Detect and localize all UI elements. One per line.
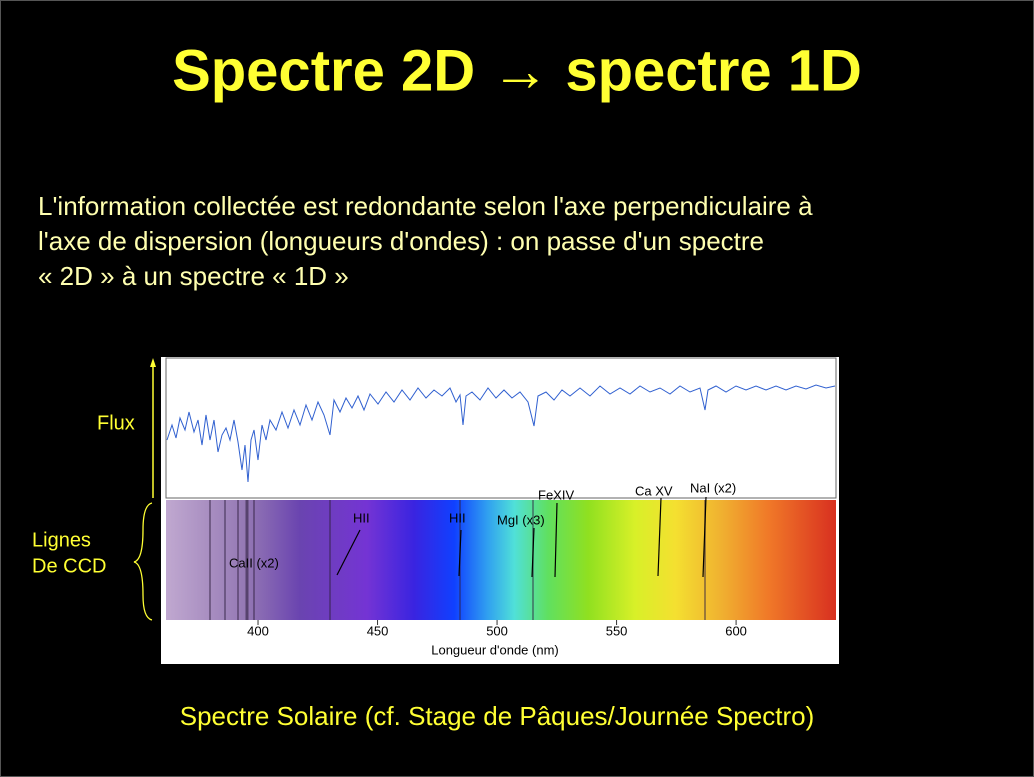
paragraph-line: l'axe de dispersion (longueurs d'ondes) … (38, 226, 764, 256)
x-tick-label: 600 (725, 623, 747, 638)
line-label: FeXIV (538, 487, 574, 502)
line-arrows (336, 496, 707, 578)
paragraph-line: « 2D » à un spectre « 1D » (38, 261, 349, 291)
flux-curve (166, 384, 836, 483)
ccd-label: Lignes (32, 529, 91, 551)
x-axis: 400 450 500 550 600 (247, 620, 747, 638)
x-tick-label: 400 (247, 623, 269, 638)
ccd-label: De CCD (32, 555, 106, 577)
x-axis-label: Longueur d'onde (nm) (431, 642, 559, 657)
line-label: NaI (x2) (690, 480, 736, 495)
paragraph-line: L'information collectée est redondante s… (38, 191, 813, 221)
line-label: Ca XV (635, 483, 673, 498)
line-label: HII (353, 510, 370, 525)
title: Spectre 2D → spectre 1D (172, 38, 862, 103)
x-tick-label: 550 (606, 623, 628, 638)
line-label: HII (449, 510, 466, 525)
flux-arrowhead (150, 358, 156, 367)
line-label: MgI (x3) (497, 512, 545, 527)
x-tick-label: 500 (486, 623, 508, 638)
flux-label: Flux (97, 412, 135, 434)
line-label: CaII (x2) (229, 555, 279, 570)
figure: CaII (x2) HII HII MgI (x3) FeXIV Ca XV N… (161, 357, 839, 664)
brace (133, 502, 153, 621)
x-tick-label: 450 (367, 623, 389, 638)
absorption-lines (209, 500, 706, 620)
ccd-spectrum (166, 500, 836, 620)
flux-panel (165, 357, 837, 499)
caption: Spectre Solaire (cf. Stage de Pâques/Jou… (180, 701, 814, 731)
